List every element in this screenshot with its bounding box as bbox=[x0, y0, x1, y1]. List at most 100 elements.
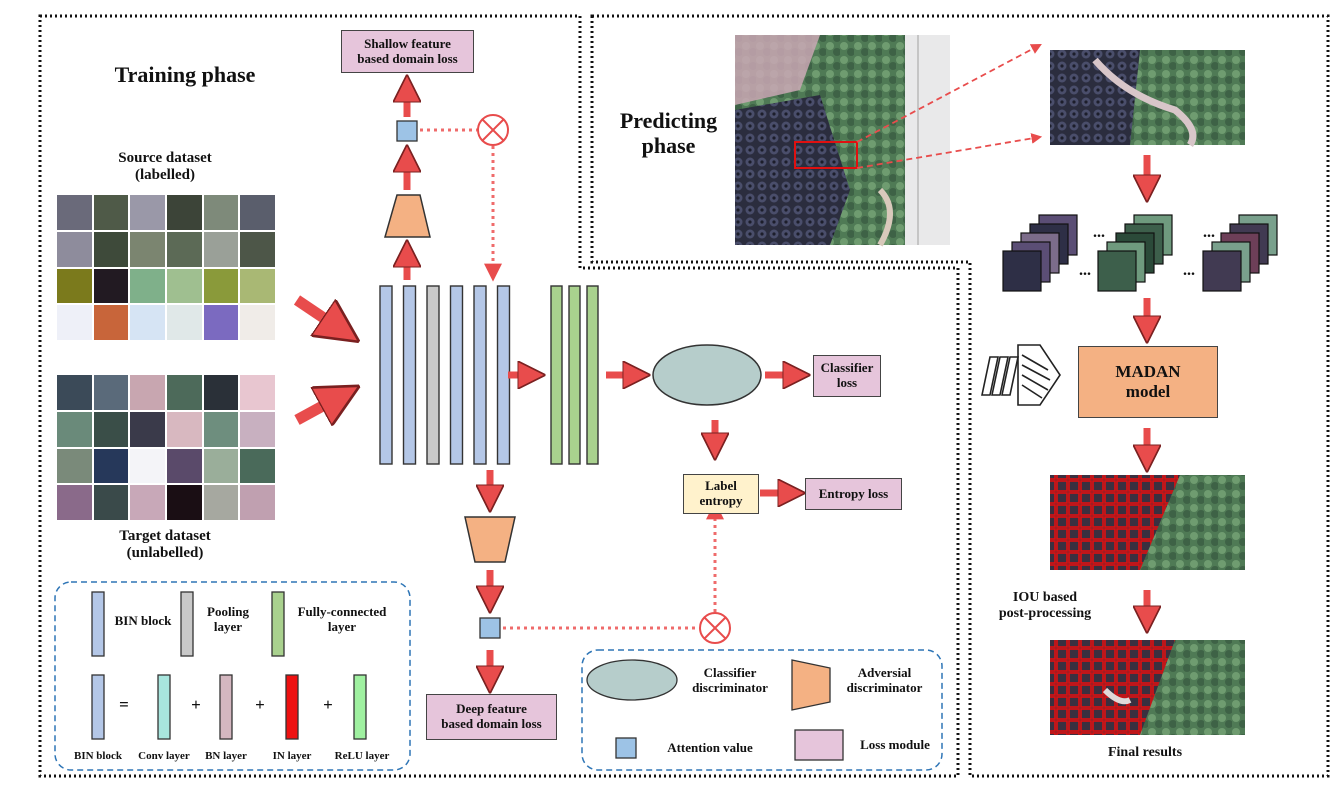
madan-model: MADAN model bbox=[1078, 346, 1218, 418]
dataset-patch bbox=[203, 268, 239, 304]
dataset-patch bbox=[93, 231, 129, 267]
fully-connected-layers bbox=[550, 285, 599, 465]
legend-fc-label: Fully-connected layer bbox=[297, 604, 387, 634]
patch-stacks bbox=[1002, 214, 1278, 292]
legend-loss-label: Loss module bbox=[860, 737, 930, 752]
final-results-label: Final results bbox=[1107, 745, 1183, 760]
dataset-patch bbox=[167, 305, 202, 340]
legend-bin-block-icon bbox=[91, 591, 105, 657]
dataset-patch bbox=[167, 375, 202, 410]
dataset-patch bbox=[93, 411, 129, 447]
dataset-patch bbox=[167, 411, 202, 447]
dataset-patch bbox=[203, 485, 239, 520]
bin-block bbox=[496, 285, 511, 465]
dataset-patch bbox=[203, 375, 239, 410]
deep-multiply-icon bbox=[699, 612, 731, 644]
bin-block bbox=[379, 285, 393, 465]
legend-in-label: IN layer bbox=[272, 750, 312, 762]
training-phase-title: Training phase bbox=[114, 62, 256, 87]
dataset-patch bbox=[93, 448, 129, 484]
bin-block bbox=[473, 285, 487, 465]
dataset-patch bbox=[130, 411, 165, 447]
legend-plus-1: + bbox=[191, 695, 201, 714]
source-dataset-mosaic bbox=[57, 195, 275, 340]
legend-attention-icon bbox=[615, 737, 637, 759]
dataset-patch bbox=[240, 485, 275, 520]
image-patch bbox=[1202, 250, 1242, 292]
shallow-domain-loss: Shallow feature based domain loss bbox=[341, 30, 474, 73]
dataset-patch bbox=[130, 448, 165, 484]
dataset-patch bbox=[167, 268, 202, 304]
legend-conv-icon bbox=[157, 674, 171, 740]
legend-fc-icon bbox=[271, 591, 285, 657]
dataset-patch bbox=[167, 485, 202, 520]
legend-loss-icon bbox=[794, 729, 844, 761]
fc-layer bbox=[586, 285, 599, 465]
dataset-patch bbox=[203, 305, 239, 340]
legend-conv-label: Conv layer bbox=[138, 750, 190, 762]
legend-plus-2: + bbox=[255, 695, 265, 714]
dataset-patch bbox=[130, 485, 165, 520]
dataset-patch bbox=[240, 268, 275, 304]
dataset-patch bbox=[203, 448, 239, 484]
fc-layer bbox=[550, 285, 563, 465]
dataset-patch bbox=[57, 305, 92, 340]
zoomed-image bbox=[1050, 50, 1245, 147]
dataset-patch bbox=[130, 305, 165, 340]
dataset-patch bbox=[130, 375, 165, 410]
dataset-patch bbox=[130, 268, 165, 304]
dataset-patch bbox=[57, 231, 92, 267]
dataset-patch bbox=[240, 448, 275, 484]
stack-ellipsis-3: ... bbox=[1203, 224, 1215, 241]
network-icon bbox=[981, 344, 1061, 406]
legend-pooling-label: Pooling layer bbox=[207, 604, 249, 634]
classifier-discriminator bbox=[652, 344, 762, 406]
legend-bin-block-bottom-icon bbox=[91, 674, 105, 740]
image-patch bbox=[1002, 250, 1042, 292]
legend-adversial-icon bbox=[791, 659, 831, 711]
label-entropy: Label entropy bbox=[683, 474, 759, 514]
shallow-multiply-icon bbox=[477, 114, 509, 146]
dataset-patch bbox=[240, 375, 275, 410]
legend-classifier-label: Classifier discriminator bbox=[692, 665, 768, 695]
dataset-patch bbox=[57, 411, 92, 447]
legend-bn-label: BN layer bbox=[205, 750, 247, 762]
dataset-patch bbox=[240, 231, 275, 267]
dataset-patch bbox=[57, 268, 92, 304]
deep-domain-loss: Deep feature based domain loss bbox=[426, 694, 557, 740]
dataset-patch bbox=[203, 411, 239, 447]
dataset-patch bbox=[57, 375, 92, 410]
dataset-patch bbox=[167, 448, 202, 484]
dataset-patch bbox=[93, 485, 129, 520]
pooling-layer bbox=[426, 285, 440, 465]
dataset-patch bbox=[57, 448, 92, 484]
legend-bin-block-bottom-label: BIN block bbox=[74, 750, 122, 762]
deep-adversarial-discriminator bbox=[464, 516, 516, 563]
dataset-patch bbox=[93, 305, 129, 340]
dataset-patch bbox=[203, 195, 239, 230]
predicting-frame bbox=[590, 14, 1330, 778]
target-dataset-mosaic bbox=[57, 375, 275, 520]
dataset-patch bbox=[167, 231, 202, 267]
legend-bn-icon bbox=[219, 674, 233, 740]
feature-extractor-layers bbox=[379, 285, 511, 465]
legend-relu-label: ReLU layer bbox=[334, 750, 390, 762]
classifier-loss: Classifier loss bbox=[813, 355, 881, 397]
stack-ellipsis-4: ... bbox=[1183, 262, 1195, 279]
legend-classifier-icon bbox=[586, 659, 678, 701]
dataset-patch bbox=[130, 231, 165, 267]
detection-result-image bbox=[1050, 475, 1245, 570]
aerial-image bbox=[735, 35, 950, 247]
dataset-patch bbox=[93, 375, 129, 410]
final-result-image bbox=[1050, 640, 1245, 735]
flow-arrows bbox=[407, 80, 1147, 688]
stack-ellipsis-2: ... bbox=[1079, 262, 1091, 279]
bin-block bbox=[449, 285, 464, 465]
legend-bin-block-label: BIN block bbox=[114, 613, 172, 628]
training-frame bbox=[38, 14, 960, 778]
iou-post-processing-label: IOU based post-processing bbox=[998, 590, 1092, 622]
legend-pooling-icon bbox=[180, 591, 194, 657]
fc-layer bbox=[568, 285, 581, 465]
dataset-patch bbox=[130, 195, 165, 230]
